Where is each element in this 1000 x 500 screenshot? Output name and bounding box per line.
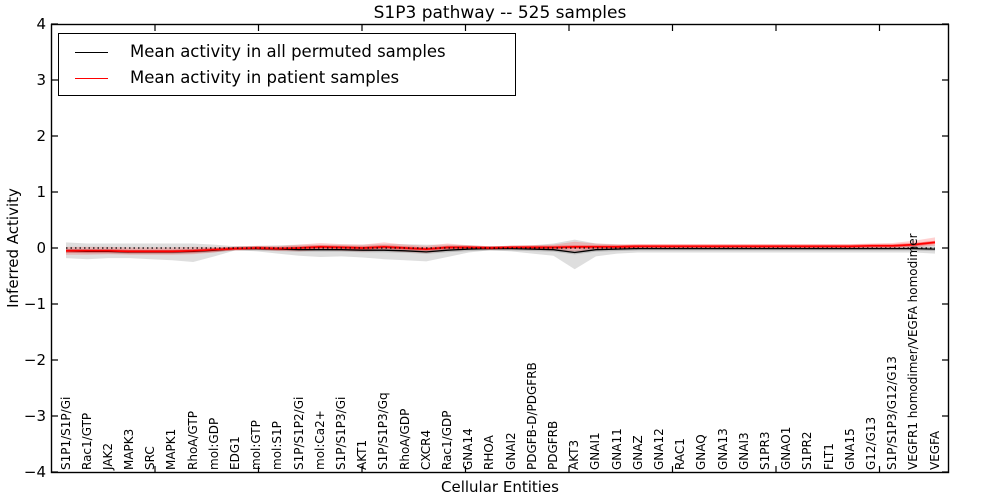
x-tick-label: S1PR3 [757,431,772,470]
x-tick-label: GNA13 [715,428,730,470]
patient-line-swatch [75,77,108,79]
x-tick-label: mol:GTP [249,420,264,470]
x-tick-label: S1P/S1P2/Gi [291,396,306,470]
x-tick-label: GNA14 [461,428,476,470]
legend-entry-permuted: Mean activity in all permuted samples [59,39,515,65]
x-tick-label: S1P/S1P3/Gq [376,392,391,470]
x-tick-label: GNAZ [630,435,645,470]
x-tick-label: GNAI2 [503,432,518,470]
legend-entry-patient: Mean activity in patient samples [59,65,515,91]
permuted-band [66,239,935,270]
y-tick-label: 4 [36,15,46,33]
y-axis-label: Inferred Activity [4,188,22,308]
y-tick-label: −3 [23,407,46,425]
y-tick-label: −1 [23,295,46,313]
x-tick-label: AKT3 [567,439,582,470]
x-tick-label: mol:Ca2+ [312,410,327,470]
x-tick-label: RHOA [482,435,497,470]
x-tick-label: GNAI3 [736,432,751,470]
patient-mean-line [66,241,936,253]
x-tick-label: GNA11 [609,428,624,470]
y-tick-label: 1 [36,183,46,201]
x-tick-label: Rac1/GDP [440,410,454,470]
x-tick-label: VEGFA [927,430,942,470]
y-tick-label: 0 [36,239,46,257]
x-tick-label: EDG1 [228,436,243,470]
x-tick-label: JAK2 [100,442,115,470]
chart-title: S1P3 pathway -- 525 samples [373,3,627,23]
x-tick-label: GNAO1 [779,426,794,470]
legend: Mean activity in all permuted samples Me… [58,33,516,96]
x-tick-label: S1P/S1P3/Gi [334,396,349,470]
x-tick-label: mol:GDP [206,417,221,470]
x-tick-label: PDGFB-D/PDGFRB [524,362,539,470]
x-tick-label: CXCR4 [418,429,433,470]
y-tick-label: 3 [36,71,46,89]
x-tick-label: PDGFRB [545,420,560,470]
x-tick-label: RhoA/GDP [397,408,412,470]
x-tick-label: SRC [143,446,158,470]
y-tick-label: −4 [23,463,46,481]
axis-ticks [51,23,949,473]
x-tick-label: GNA15 [842,428,857,470]
permuted-line-swatch [75,51,108,53]
x-tick-label: GNAQ [694,434,709,470]
x-tick-label: RAC1 [673,438,688,470]
x-tick-label: MAPK1 [164,428,179,470]
x-tick-label: S1P/S1P3/G12/G13 [885,356,900,470]
x-tick-label: GNA12 [651,428,666,470]
x-tick-label: RhoA/GTP [185,411,200,470]
y-tick-label: 2 [36,127,46,145]
x-tick-label: FLT1 [821,443,836,470]
x-tick-label: Rac1/GTP [79,412,94,470]
x-tick-label: MAPK3 [122,428,137,470]
legend-label: Mean activity in all permuted samples [130,42,446,61]
x-tick-label: S1P1/S1P/Gi [58,396,73,470]
x-tick-label: AKT1 [355,439,370,470]
legend-label: Mean activity in patient samples [130,68,400,87]
x-tick-label: S1PR2 [800,431,815,470]
x-tick-label: GNAI1 [588,432,603,470]
x-tick-label: G12/G13 [863,416,878,470]
patient-band [66,237,935,255]
x-tick-label: mol:S1P [270,421,285,470]
x-axis-label: Cellular Entities [441,478,559,496]
x-tick-label: VEGFR1 homodimer/VEGFA homodimer [906,233,921,470]
y-tick-label: −2 [23,351,46,369]
